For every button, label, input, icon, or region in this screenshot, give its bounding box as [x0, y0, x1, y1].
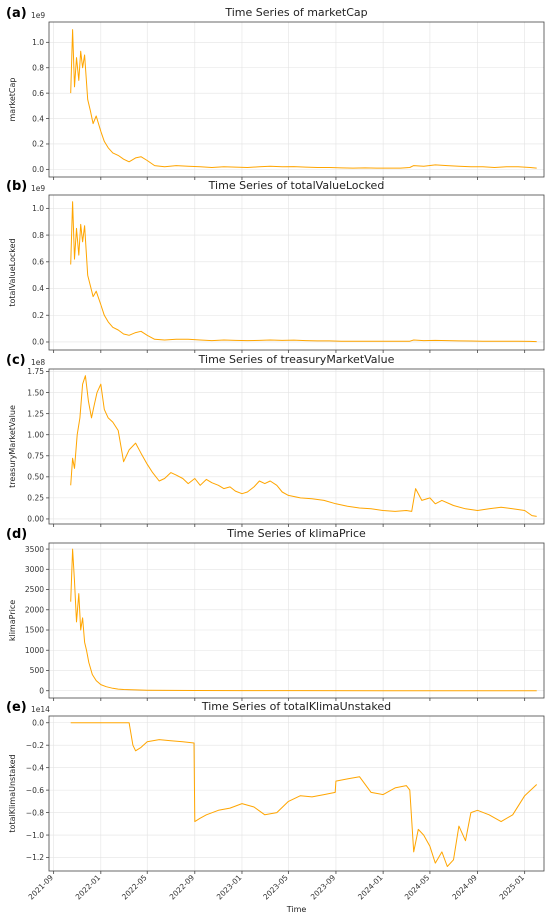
panel-title: Time Series of totalValueLocked	[208, 179, 385, 192]
series-line	[70, 548, 537, 692]
y-tick-label: −0.8	[26, 808, 44, 817]
y-tick-label: −0.4	[26, 763, 44, 772]
y-tick-label: −0.2	[26, 741, 44, 750]
y-tick-label: 0.0	[32, 165, 44, 174]
y-tick-label: 0.6	[32, 258, 44, 267]
y-tick-label: 1.25	[27, 409, 44, 418]
plot-frame	[48, 21, 545, 178]
y-tick-label: 0.4	[32, 284, 44, 293]
y-tick-label: 1.50	[27, 388, 44, 397]
axis-exponent-label: 1e9	[31, 11, 45, 20]
x-tick-label: 2024-05	[403, 873, 432, 902]
x-tick-label: 2022-09	[168, 873, 197, 902]
x-tick-label: 2023-09	[309, 873, 338, 902]
y-tick-label: 0	[39, 686, 44, 695]
y-tick-label: 0.2	[32, 311, 44, 320]
panel-letter: (e)	[6, 700, 27, 715]
panel-title: Time Series of totalKlimaUnstaked	[201, 700, 391, 713]
axis-exponent-label: 1e8	[31, 358, 45, 367]
y-tick-label: 0.25	[27, 494, 44, 503]
panel-title: Time Series of treasuryMarketValue	[198, 353, 395, 366]
x-tick-label: 2023-01	[215, 873, 244, 902]
y-axis-label: marketCap	[8, 78, 17, 122]
y-tick-label: 3500	[25, 545, 44, 554]
y-tick-label: 3000	[25, 565, 44, 574]
y-tick-label: 0.0	[32, 338, 44, 347]
y-tick-label: 0.0	[32, 718, 44, 727]
y-tick-label: 0.50	[27, 473, 44, 482]
y-tick-label: 1000	[25, 646, 44, 655]
x-tick-label: 2024-09	[450, 873, 479, 902]
y-tick-label: 1.00	[27, 430, 44, 439]
panel-title: Time Series of klimaPrice	[226, 527, 366, 540]
series-line	[70, 201, 537, 343]
plot-frame	[48, 715, 545, 872]
y-tick-label: 0.2	[32, 140, 44, 149]
y-tick-label: 1.75	[27, 367, 44, 376]
panel-letter: (c)	[6, 353, 26, 368]
y-tick-label: 0.8	[32, 63, 44, 72]
plot-frame	[48, 194, 545, 351]
y-tick-label: −0.6	[26, 786, 44, 795]
y-tick-label: 2000	[25, 605, 44, 614]
x-tick-label: 2024-01	[356, 873, 385, 902]
x-tick-label: 2021-09	[27, 873, 56, 902]
series-line	[70, 29, 537, 169]
x-tick-label: 2023-05	[261, 873, 290, 902]
y-tick-label: 2500	[25, 585, 44, 594]
y-tick-label: 1.0	[32, 204, 44, 213]
y-tick-label: 0.6	[32, 89, 44, 98]
y-axis-label: totalValueLocked	[8, 238, 17, 306]
x-tick-label: 2022-01	[74, 873, 103, 902]
y-axis-label: totalKlimaUnstaked	[8, 754, 17, 832]
y-axis-label: klimaPrice	[8, 600, 17, 641]
y-tick-label: 500	[30, 666, 45, 675]
plot-frame	[48, 368, 545, 525]
panel-title: Time Series of marketCap	[224, 6, 367, 19]
axis-exponent-label: 1e9	[31, 184, 45, 193]
panel-letter: (b)	[6, 179, 27, 194]
x-tick-label: 2025-01	[498, 873, 527, 902]
plot-frame	[48, 542, 545, 699]
y-tick-label: 1500	[25, 626, 44, 635]
series-line	[70, 375, 537, 517]
x-tick-label: 2022-05	[120, 873, 149, 902]
panel-letter: (a)	[6, 6, 27, 21]
y-tick-label: 0.75	[27, 451, 44, 460]
y-tick-label: 0.8	[32, 231, 44, 240]
y-tick-label: 0.4	[32, 114, 44, 123]
y-tick-label: −1.0	[26, 831, 44, 840]
panel-letter: (d)	[6, 527, 27, 542]
x-axis-label: Time	[286, 905, 307, 914]
y-tick-label: 1.0	[32, 38, 44, 47]
axis-exponent-label: 1e14	[31, 705, 50, 714]
series-line	[70, 722, 538, 867]
y-tick-label: 0.00	[27, 515, 44, 524]
y-axis-label: treasuryMarketValue	[8, 405, 17, 488]
y-tick-label: −1.2	[26, 853, 44, 862]
